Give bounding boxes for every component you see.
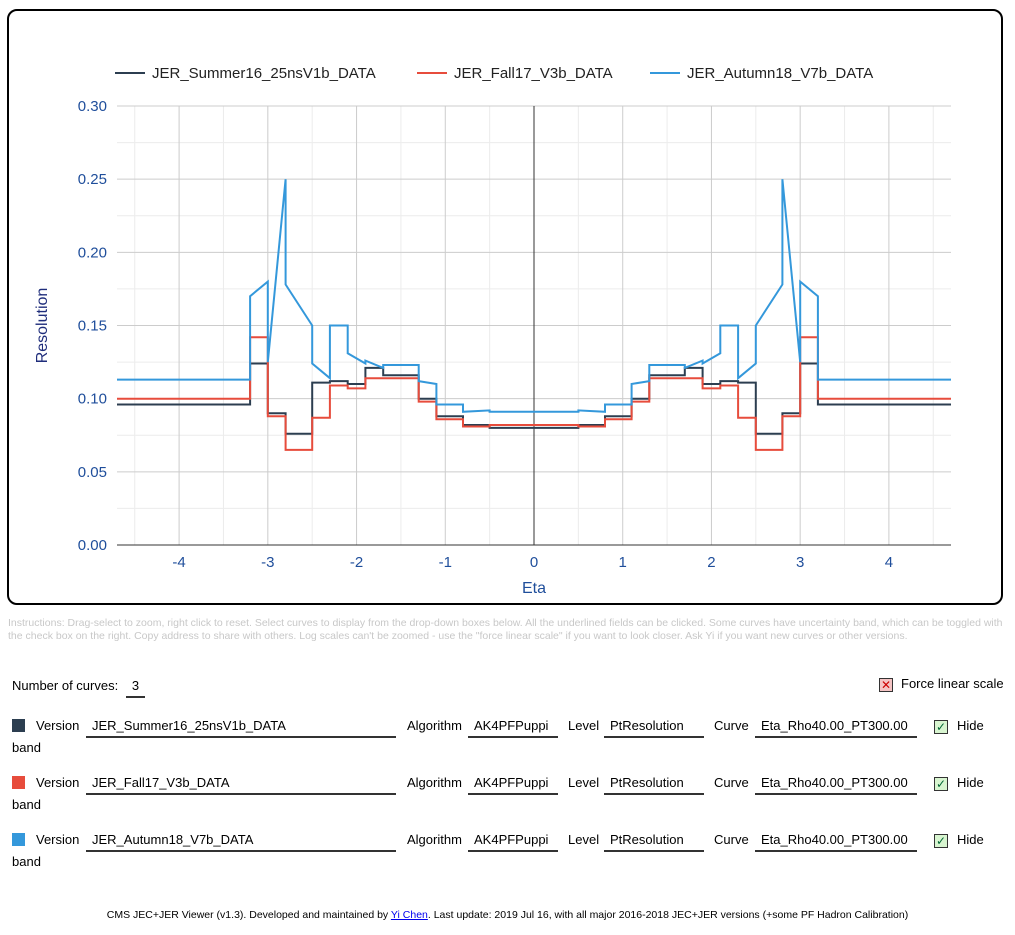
footer-prefix: CMS JEC+JER Viewer (v1.3). Developed and… xyxy=(106,909,391,921)
algorithm-select[interactable]: AK4PFPuppi xyxy=(468,775,558,795)
x-tick-label: 1 xyxy=(619,554,627,571)
hide-label: Hide xyxy=(957,718,984,733)
curve-label: Curve xyxy=(714,832,749,847)
curve-label: Curve xyxy=(714,718,749,733)
x-tick-label: 2 xyxy=(707,554,715,571)
curve-color-swatch xyxy=(12,833,25,846)
y-tick-label: 0.00 xyxy=(78,537,107,554)
y-tick-label: 0.20 xyxy=(78,244,107,261)
level-select[interactable]: PtResolution xyxy=(604,775,704,795)
version-select[interactable]: JER_Autumn18_V7b_DATA xyxy=(86,832,396,852)
version-label: Version xyxy=(36,718,80,733)
x-tick-label: -1 xyxy=(439,554,452,571)
force-linear-label: Force linear scale xyxy=(901,676,1004,691)
x-tick-label: 3 xyxy=(796,554,804,571)
level-select[interactable]: PtResolution xyxy=(604,718,704,738)
x-tick-label: 4 xyxy=(885,554,893,571)
series-line xyxy=(117,362,951,435)
x-tick-label: -3 xyxy=(261,554,274,571)
chart-panel[interactable]: -4 -3 -2 -1 0 1 2 3 4 0.00 0.05 0.10 0.15 0.20 0.25 0.3… xyxy=(7,9,1003,605)
curve-color-swatch xyxy=(12,776,25,789)
hide-band-checkbox[interactable]: ✓ xyxy=(934,720,948,734)
legend-label: JER_Fall17_V3b_DATA xyxy=(454,65,613,82)
y-tick-label: 0.15 xyxy=(78,318,107,335)
x-tick-label: 0 xyxy=(530,554,538,571)
y-axis-label: Resolution xyxy=(34,288,51,364)
algorithm-select[interactable]: AK4PFPuppi xyxy=(468,832,558,852)
level-label: Level xyxy=(568,775,600,790)
level-select[interactable]: PtResolution xyxy=(604,832,704,852)
x-tick-label: -4 xyxy=(172,554,185,571)
band-label: band xyxy=(12,854,41,869)
algorithm-select[interactable]: AK4PFPuppi xyxy=(468,718,558,738)
footer: CMS JEC+JER Viewer (v1.3). Developed and… xyxy=(0,909,1015,921)
author-link[interactable]: Yi Chen xyxy=(390,909,428,921)
version-label: Version xyxy=(36,832,80,847)
curve-select[interactable]: Eta_Rho40.00_PT300.00 xyxy=(755,832,917,852)
level-label: Level xyxy=(568,832,600,847)
y-tick-label: 0.25 xyxy=(78,171,107,188)
x-axis-label: Eta xyxy=(522,580,546,597)
y-tick-label: 0.05 xyxy=(78,464,107,481)
legend-label: JER_Autumn18_V7b_DATA xyxy=(687,65,873,82)
legend-label: JER_Summer16_25nsV1b_DATA xyxy=(152,65,376,82)
hide-label: Hide xyxy=(957,775,984,790)
series-line xyxy=(117,179,951,413)
instructions-text: Instructions: Drag-select to zoom, right… xyxy=(8,617,1003,642)
curve-select[interactable]: Eta_Rho40.00_PT300.00 xyxy=(755,775,917,795)
force-linear-checkbox[interactable]: ✕ xyxy=(879,678,893,692)
curve-label: Curve xyxy=(714,775,749,790)
num-curves-label: Number of curves: xyxy=(12,678,119,693)
algorithm-label: Algorithm xyxy=(407,775,462,790)
band-label: band xyxy=(12,797,41,812)
version-select[interactable]: JER_Summer16_25nsV1b_DATA xyxy=(86,718,396,738)
footer-suffix: . Last update: 2019 Jul 16, with all maj… xyxy=(427,909,909,921)
band-label: band xyxy=(12,740,41,755)
version-select[interactable]: JER_Fall17_V3b_DATA xyxy=(86,775,396,795)
algorithm-label: Algorithm xyxy=(407,718,462,733)
hide-band-checkbox[interactable]: ✓ xyxy=(934,834,948,848)
version-label: Version xyxy=(36,775,80,790)
hide-label: Hide xyxy=(957,832,984,847)
curve-color-swatch xyxy=(12,719,25,732)
series-line xyxy=(117,336,951,451)
y-tick-label: 0.30 xyxy=(78,98,107,115)
x-tick-label: -2 xyxy=(350,554,363,571)
level-label: Level xyxy=(568,718,600,733)
resolution-chart[interactable]: -4 -3 -2 -1 0 1 2 3 4 0.00 0.05 0.10 0.15 0.20 0.25 0.3… xyxy=(9,11,1005,607)
y-tick-label: 0.10 xyxy=(78,391,107,408)
curve-select[interactable]: Eta_Rho40.00_PT300.00 xyxy=(755,718,917,738)
algorithm-label: Algorithm xyxy=(407,832,462,847)
num-curves-select[interactable]: 3 xyxy=(125,678,146,698)
hide-band-checkbox[interactable]: ✓ xyxy=(934,777,948,791)
num-curves-row: Number of curves: 3 xyxy=(12,678,146,698)
